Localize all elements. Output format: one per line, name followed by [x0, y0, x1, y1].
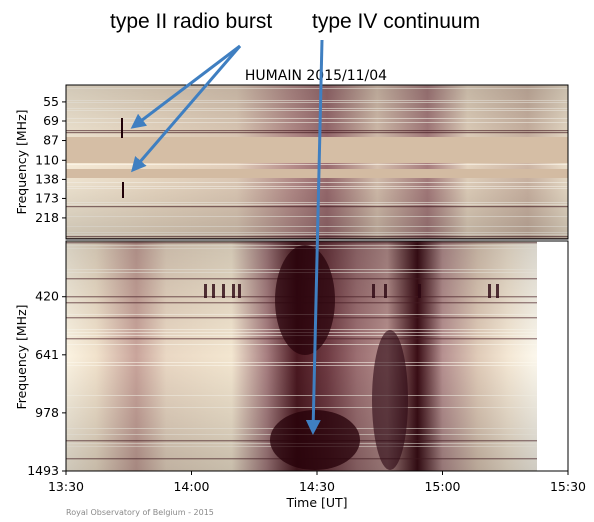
x-axis-label: Time [UT] [285, 495, 347, 510]
top-ytick-label: 69 [43, 113, 59, 128]
xtick-label: 14:00 [173, 479, 209, 494]
top-ytick-label: 55 [43, 94, 59, 109]
bottom-y-ticks: 420 641 978 1493 [27, 289, 66, 478]
type2-burst-annotation: type II radio burst [110, 10, 272, 33]
bottom-y-axis-label: Frequency [MHz] [14, 304, 29, 409]
bottom-ytick-label: 641 [35, 347, 59, 362]
top-ytick-label: 173 [35, 190, 59, 205]
xtick-label: 14:30 [299, 479, 335, 494]
type2-arrow-1 [130, 44, 241, 129]
xtick-label: 13:30 [48, 479, 84, 494]
xtick-label: 15:30 [550, 479, 586, 494]
top-ytick-label: 110 [35, 152, 59, 167]
type4-arrow [305, 39, 324, 435]
top-y-ticks: 55 69 87 110 138 173 218 [35, 94, 66, 225]
top-ytick-label: 218 [35, 210, 59, 225]
type2-arrow-2 [131, 45, 242, 173]
top-ytick-label: 87 [43, 133, 59, 148]
chart-title: HUMAIN 2015/11/04 [245, 68, 387, 84]
bottom-ytick-label: 978 [35, 405, 59, 420]
xtick-label: 15:00 [424, 479, 460, 494]
top-y-axis-label: Frequency [MHz] [14, 109, 29, 214]
type4-continuum-annotation: type IV continuum [312, 10, 480, 33]
bottom-ytick-label: 420 [35, 289, 59, 304]
annotation-arrows [130, 39, 324, 435]
top-spectrogram-panel: 55 69 87 110 138 173 218 Frequency [MHz] [14, 84, 569, 240]
bottom-ytick-label: 1493 [27, 463, 59, 478]
masked-band-2 [66, 169, 568, 178]
top-ytick-label: 138 [35, 171, 59, 186]
bottom-x-ticks: 13:30 14:00 14:30 15:00 15:30 [48, 471, 586, 494]
credit-text: Royal Observatory of Belgium - 2015 [66, 508, 214, 517]
